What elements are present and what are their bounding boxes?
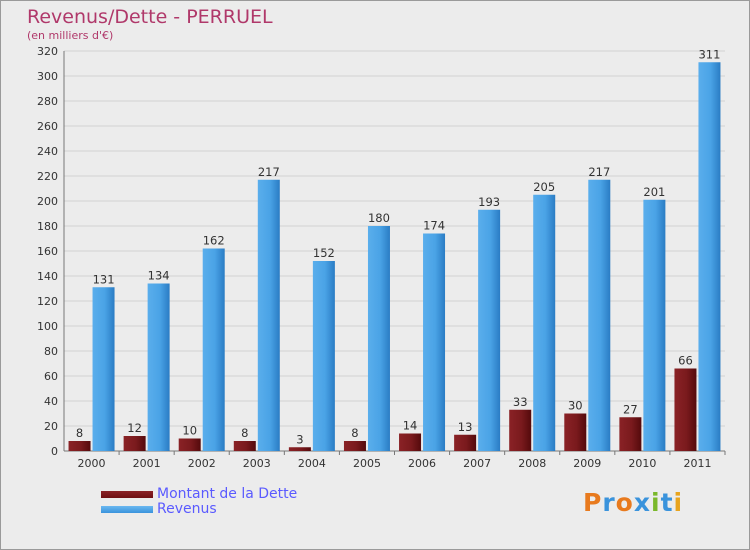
bar-revenus [698,62,721,451]
value-label-revenus: 162 [203,234,225,248]
x-tick-label: 2002 [188,457,216,470]
bar-revenus [367,226,390,451]
value-label-dette: 3 [296,432,303,446]
value-label-dette: 13 [458,420,473,434]
bar-dette [123,436,146,451]
y-tick-label: 0 [51,445,58,458]
y-tick-label: 100 [37,320,58,333]
x-tick-label: 2001 [133,457,161,470]
y-tick-label: 120 [37,295,58,308]
bar-dette [233,441,256,451]
y-tick-label: 20 [44,420,58,433]
logo-letter: o [615,488,634,517]
value-label-revenus: 193 [478,195,500,209]
value-label-revenus: 217 [588,165,610,179]
x-tick-label: 2009 [573,457,601,470]
value-label-dette: 14 [403,419,418,433]
value-label-revenus: 311 [698,47,720,61]
value-label-revenus: 201 [643,185,665,199]
bar-revenus [202,248,225,451]
value-label-dette: 12 [127,421,142,435]
bar-dette [454,434,477,451]
value-label-dette: 8 [241,426,248,440]
bar-dette [343,441,366,451]
x-tick-label: 2011 [683,457,711,470]
y-tick-label: 280 [37,95,58,108]
logo-letter: i [651,488,661,517]
x-tick-label: 2000 [78,457,106,470]
x-tick-label: 2008 [518,457,546,470]
value-label-revenus: 134 [148,269,170,283]
logo-letter: t [660,488,674,517]
chart-subtitle: (en milliers d'€) [27,29,114,42]
value-label-dette: 27 [623,402,638,416]
x-tick-label: 2010 [628,457,656,470]
y-tick-label: 40 [44,395,58,408]
x-tick-label: 2005 [353,457,381,470]
value-label-dette: 30 [568,399,583,413]
bar-dette [68,441,91,451]
bar-dette [674,368,697,451]
x-tick-label: 2006 [408,457,436,470]
y-tick-label: 240 [37,145,58,158]
y-tick-label: 60 [44,370,58,383]
bar-dette [564,413,587,451]
bar-revenus [147,283,170,451]
logo-letter: x [633,488,651,517]
value-label-revenus: 217 [258,165,280,179]
chart-title: Revenus/Dette - PERRUEL [27,6,273,28]
x-tick-label: 2004 [298,457,326,470]
value-label-dette: 33 [513,395,528,409]
value-label-revenus: 152 [313,246,335,260]
logo-letter: r [602,488,616,517]
bar-revenus [257,179,280,451]
value-label-dette: 8 [351,426,358,440]
bar-dette [399,433,422,451]
value-label-revenus: 205 [533,180,555,194]
bar-revenus [478,209,501,451]
bar-dette [288,447,311,451]
bar-dette [509,409,532,451]
y-tick-label: 200 [37,195,58,208]
legend-swatch-revenus [101,506,153,513]
proxiti-logo: Proxiti [583,488,683,517]
y-tick-label: 160 [37,245,58,258]
bar-revenus [588,179,611,451]
x-tick-label: 2003 [243,457,271,470]
value-label-revenus: 180 [368,211,390,225]
logo-letter: i [673,488,684,517]
value-label-dette: 66 [678,354,693,368]
bar-revenus [533,194,556,451]
y-tick-label: 180 [37,220,58,233]
y-tick-label: 220 [37,170,58,183]
y-tick-label: 80 [44,345,58,358]
value-label-revenus: 174 [423,219,445,233]
bar-revenus [312,261,335,451]
legend-label-revenus: Revenus [157,501,217,517]
bar-dette [619,417,642,451]
y-tick-label: 300 [37,70,58,83]
legend-swatch-dette [101,491,153,498]
y-tick-label: 320 [37,45,58,58]
y-tick-label: 260 [37,120,58,133]
logo-letter: P [583,488,603,517]
legend-label-dette: Montant de la Dette [157,486,298,502]
bar-revenus [92,287,115,451]
bar-dette [178,438,201,451]
y-tick-label: 140 [37,270,58,283]
value-label-dette: 10 [182,424,197,438]
bar-revenus [423,233,446,451]
bar-revenus [643,199,666,451]
x-tick-label: 2007 [463,457,491,470]
value-label-revenus: 131 [93,272,115,286]
value-label-dette: 8 [76,426,83,440]
